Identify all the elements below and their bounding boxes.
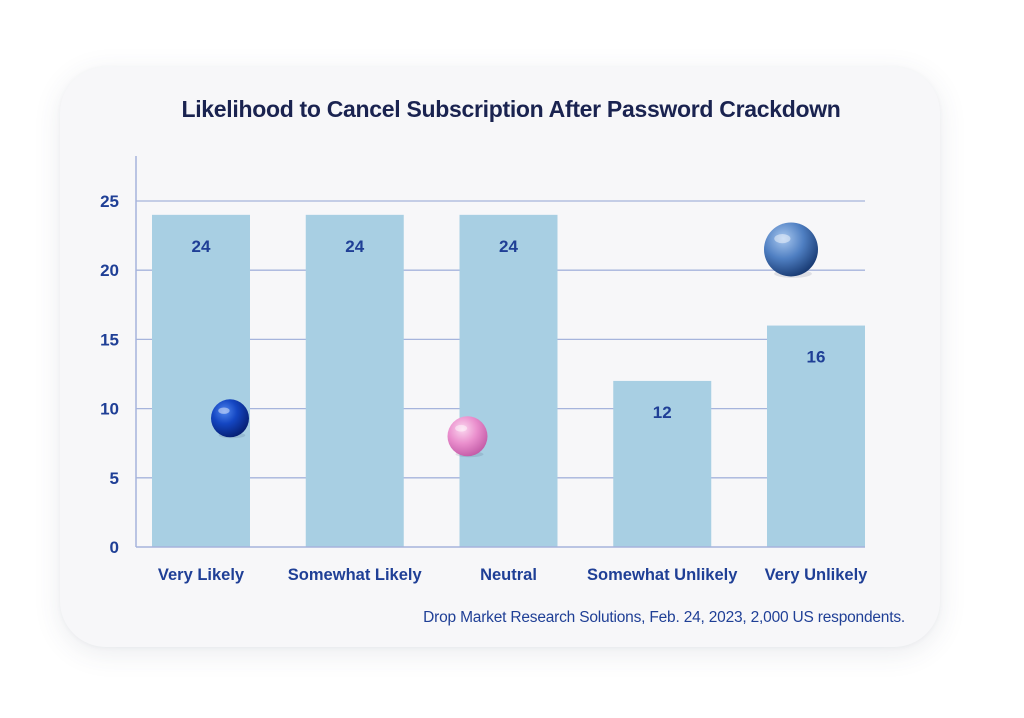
dark-blue-sphere-icon bbox=[211, 399, 249, 438]
x-tick-label: Very Unlikely bbox=[765, 566, 869, 584]
bar bbox=[152, 214, 250, 547]
y-tick-label: 25 bbox=[100, 192, 119, 211]
x-tick-label: Neutral bbox=[480, 566, 537, 584]
y-tick-label: 5 bbox=[110, 469, 119, 488]
y-tick-label: 20 bbox=[100, 261, 119, 280]
chart-title: Likelihood to Cancel Subscription After … bbox=[181, 96, 841, 122]
light-blue-sphere-icon bbox=[764, 222, 818, 277]
bar bbox=[767, 325, 865, 547]
bar-value-label: 24 bbox=[192, 237, 211, 256]
y-tick-label: 15 bbox=[100, 330, 119, 349]
bar-value-label: 24 bbox=[345, 237, 364, 256]
bar bbox=[613, 380, 712, 547]
dark-blue-sphere-highlight bbox=[218, 407, 230, 414]
bar bbox=[305, 214, 404, 547]
bar-value-label: 24 bbox=[499, 237, 518, 256]
x-tick-label: Very Likely bbox=[158, 566, 245, 584]
chart-source-note: Drop Market Research Solutions, Feb. 24,… bbox=[423, 609, 905, 626]
y-tick-label: 10 bbox=[100, 400, 119, 419]
bar-value-label: 16 bbox=[807, 348, 826, 367]
x-tick-label: Somewhat Unlikely bbox=[587, 566, 738, 584]
light-blue-sphere-highlight bbox=[774, 234, 791, 244]
pink-sphere-icon bbox=[447, 416, 488, 457]
bar-value-label: 12 bbox=[653, 403, 672, 422]
y-tick-label: 0 bbox=[110, 538, 119, 557]
pink-sphere-highlight bbox=[455, 424, 468, 432]
bar bbox=[459, 214, 558, 547]
x-tick-label: Somewhat Likely bbox=[288, 566, 423, 584]
